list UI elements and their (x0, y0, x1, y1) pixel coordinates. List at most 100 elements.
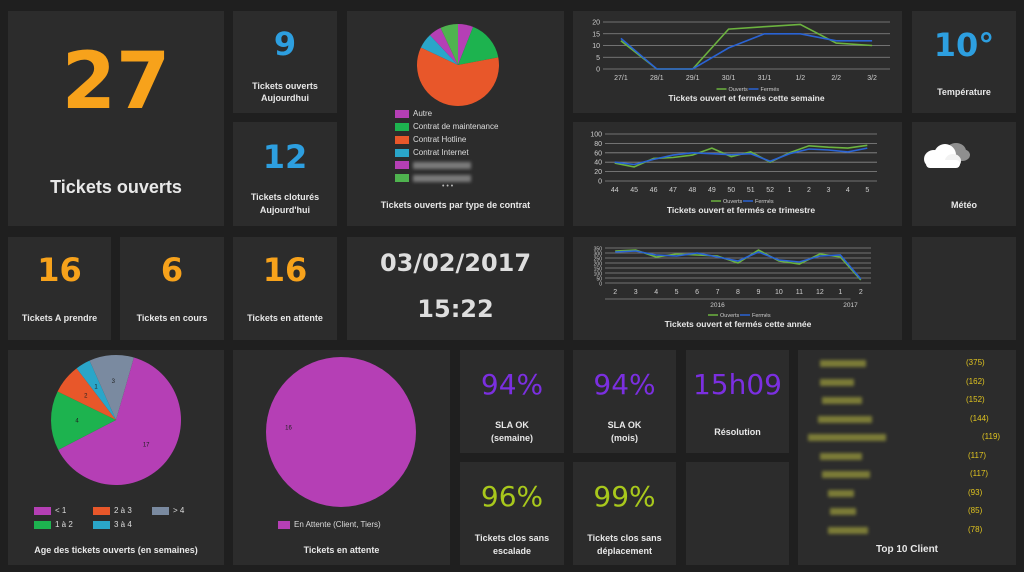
x-tick-label: 4 (846, 187, 850, 194)
series-line (615, 249, 862, 281)
cloud-sun-icon (924, 143, 970, 168)
legend-swatch (152, 506, 169, 515)
tile-top-clients: (375) (162) (152) (144) (119) (117) (117) (93) (… (798, 350, 1016, 565)
en-attente-label: Tickets en attente (247, 313, 323, 323)
client-name-redacted (808, 434, 886, 441)
ouverts-aujourdhui-value: 9 (273, 25, 297, 63)
legend-swatch (93, 506, 110, 515)
legend-item (395, 161, 471, 169)
tile-tickets-ouverts: 27 Tickets ouverts (8, 11, 224, 226)
client-count: (152) (966, 395, 985, 404)
legend-label: > 4 (173, 506, 185, 515)
legend-swatch (278, 520, 290, 529)
pie-slice (429, 27, 458, 65)
legend-item: Contrat Hotline (395, 135, 466, 144)
client-count: (85) (968, 506, 983, 515)
clotures-aujourdhui-label-2: Aujourd'hui (259, 205, 311, 215)
x-tick-label: 6 (695, 289, 699, 296)
pie-data-label: 17 (143, 443, 150, 449)
client-name-redacted (820, 452, 862, 460)
y-tick-label: 350 (594, 247, 603, 253)
y-tick-label: 50 (596, 277, 602, 283)
legend-label (413, 161, 471, 169)
x-tick-label: 48 (689, 187, 697, 194)
client-count: (162) (966, 376, 985, 386)
legend-label: Ouverts (720, 313, 740, 319)
client-count: (119) (982, 432, 1001, 441)
tile-age-pie: 17 4 2 1 3 < 1 1 à 2 2 à 3 3 à 4 > 4 Age des tic… (8, 350, 224, 565)
tile-week-chart: 0 5 10 15 20 27/1 28/1 29/1 30/1 31/1 1/2 2/2 3/2 Ouv… (573, 11, 902, 113)
x-tick-label: 9 (757, 289, 761, 296)
client-row: (117) (798, 451, 1016, 463)
x-tick-label: 7 (716, 289, 720, 296)
x-tick-label: 31/1 (758, 75, 772, 82)
x-tick-label: 49 (708, 187, 716, 194)
legend-item: 1 à 2 (34, 520, 73, 529)
time-display: 15:22 (417, 295, 494, 323)
x-tick-label: 45 (630, 187, 638, 194)
date-display: 03/02/2017 (379, 249, 532, 277)
pie-data-label: 1 (94, 384, 98, 390)
clotures-aujourdhui-value: 12 (262, 138, 308, 176)
legend-label: Contrat Internet (413, 148, 469, 157)
sla-semaine-value: 94% (480, 368, 544, 401)
sla-mois-label-1: SLA OK (607, 420, 642, 430)
pie-slice (57, 368, 116, 420)
x-tick-label: 3 (634, 289, 638, 296)
contract-legend-more: • • • (442, 183, 454, 190)
legend-swatch (34, 506, 51, 515)
x-tick-label: 30/1 (722, 75, 736, 82)
tickets-ouverts-value: 27 (61, 37, 171, 127)
pie-slice (458, 26, 499, 65)
client-name-redacted (828, 526, 868, 534)
clos-escalade-label-2: escalade (492, 546, 532, 556)
tile-year-chart: 0 50 100 150 200 250 300 350 2 3 4 5 6 7 8 9 10 11 12 1 2 Ouv… (573, 237, 902, 340)
legend-label: 1 à 2 (55, 520, 73, 529)
client-row: (119) (798, 432, 1016, 444)
tile-ouverts-aujourdhui: 9 Tickets ouverts Aujourdhui (233, 11, 337, 113)
tile-datetime: 03/02/2017 15:22 (347, 237, 564, 340)
legend-label: Fermés (761, 87, 780, 93)
x-tick-label: 5 (865, 187, 869, 194)
legend-label (413, 174, 471, 182)
x-tick-label: 8 (736, 289, 740, 296)
resolution-value: 15h09 (692, 368, 782, 401)
attente-pie-chart: 16 (266, 357, 416, 507)
y-tick-label: 0 (596, 67, 600, 74)
legend-item: < 1 (34, 506, 66, 515)
x-tick-label: 44 (611, 187, 619, 194)
client-count: (375) (966, 358, 985, 367)
x-tick-label: 1 (788, 187, 792, 194)
legend-label: Autre (413, 109, 433, 118)
client-count: (117) (970, 469, 989, 478)
legend-swatch (395, 148, 409, 157)
client-row: (78) (798, 525, 1016, 537)
en-cours-label: Tickets en cours (136, 313, 208, 323)
clos-deplacement-label-1: Tickets clos sans (587, 533, 662, 543)
pie-slice (58, 357, 181, 485)
en-cours-value: 6 (160, 251, 184, 289)
client-name-redacted (820, 378, 854, 386)
legend-swatch (34, 520, 51, 529)
en-attente-value: 16 (262, 251, 308, 289)
x-tick-label: 2/2 (831, 75, 841, 82)
legend-swatch (395, 161, 409, 169)
y-tick-label: 100 (594, 272, 603, 278)
x-tick-label: 29/1 (686, 75, 700, 82)
series-line (614, 147, 868, 166)
pie-slice (420, 35, 458, 65)
client-row: (144) (798, 414, 1016, 426)
y-tick-label: 150 (594, 267, 603, 273)
legend-label: Ouverts (723, 199, 743, 205)
legend-swatch (395, 174, 409, 182)
tile-resolution: 15h09 Résolution (686, 350, 789, 453)
client-count: (117) (968, 450, 987, 460)
client-row: (152) (798, 395, 1016, 407)
client-name-redacted (828, 489, 854, 497)
a-prendre-value: 16 (37, 251, 82, 289)
clos-deplacement-value: 99% (593, 480, 656, 513)
sla-mois-value: 94% (593, 368, 656, 401)
series-line (615, 250, 862, 280)
y-tick-label: 15 (592, 31, 600, 38)
